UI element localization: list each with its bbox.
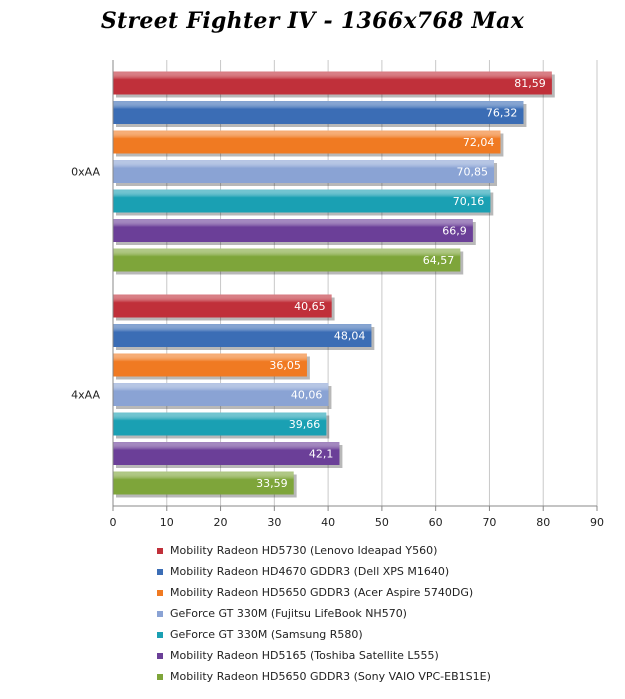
data-label: 66,9 bbox=[442, 225, 467, 238]
legend-swatch bbox=[157, 569, 163, 575]
bar-highlight bbox=[113, 101, 524, 124]
data-label: 39,66 bbox=[289, 418, 321, 431]
legend-swatch bbox=[157, 611, 163, 617]
data-label: 36,05 bbox=[269, 359, 301, 372]
data-label: 81,59 bbox=[514, 77, 546, 90]
x-tick-label: 10 bbox=[160, 516, 174, 529]
legend-swatch bbox=[157, 653, 163, 659]
legend-label: GeForce GT 330M (Samsung R580) bbox=[170, 628, 363, 641]
x-tick-label: 30 bbox=[267, 516, 281, 529]
data-label: 70,16 bbox=[453, 195, 485, 208]
bar-highlight bbox=[113, 130, 501, 154]
data-label: 76,32 bbox=[486, 107, 518, 120]
x-tick-label: 0 bbox=[110, 516, 117, 529]
bar-highlight bbox=[113, 442, 340, 465]
bar-highlight bbox=[113, 324, 372, 347]
bar-highlight bbox=[113, 189, 491, 213]
legend-label: Mobility Radeon HD4670 GDDR3 (Dell XPS M… bbox=[170, 565, 450, 578]
legend-swatch bbox=[157, 632, 163, 638]
bar-highlight bbox=[113, 412, 327, 436]
legend-label: Mobility Radeon HD5650 GDDR3 (Acer Aspir… bbox=[170, 586, 474, 599]
legend-swatch bbox=[157, 674, 163, 680]
x-tick-label: 80 bbox=[536, 516, 550, 529]
category-label: 4xAA bbox=[71, 389, 100, 402]
data-label: 64,57 bbox=[423, 254, 455, 267]
bar-highlight bbox=[113, 294, 332, 318]
legend-label: Mobility Radeon HD5650 GDDR3 (Sony VAIO … bbox=[170, 670, 491, 683]
bar-highlight bbox=[113, 248, 461, 272]
data-label: 42,1 bbox=[309, 448, 334, 461]
category-label: 0xAA bbox=[71, 166, 100, 179]
legend-swatch bbox=[157, 590, 163, 596]
legend-label: Mobility Radeon HD5165 (Toshiba Satellit… bbox=[170, 649, 439, 662]
data-label: 40,06 bbox=[291, 389, 323, 402]
data-label: 40,65 bbox=[294, 300, 326, 313]
x-tick-label: 90 bbox=[590, 516, 604, 529]
bar-highlight bbox=[113, 471, 294, 495]
legend-label: GeForce GT 330M (Fujitsu LifeBook NH570) bbox=[170, 607, 407, 620]
bar-highlight bbox=[113, 353, 307, 377]
x-tick-label: 40 bbox=[321, 516, 335, 529]
data-label: 33,59 bbox=[256, 477, 288, 490]
bar-highlight bbox=[113, 71, 552, 95]
data-label: 72,04 bbox=[463, 136, 495, 149]
data-label: 70,85 bbox=[457, 166, 489, 179]
bar-highlight bbox=[113, 219, 473, 242]
chart-title: Street Fighter IV - 1366x768 Max bbox=[100, 8, 525, 34]
legend-label: Mobility Radeon HD5730 (Lenovo Ideapad Y… bbox=[170, 544, 438, 557]
x-tick-label: 70 bbox=[482, 516, 496, 529]
bar-chart: 0xAA 81,59 76,32 72,04 70,85 70,16 66,9 64,57 4x… bbox=[71, 60, 604, 529]
legend-swatch bbox=[157, 548, 163, 554]
data-label: 48,04 bbox=[334, 330, 366, 343]
x-tick-label: 50 bbox=[375, 516, 389, 529]
x-tick-label: 60 bbox=[429, 516, 443, 529]
bar-highlight bbox=[113, 160, 495, 183]
x-tick-label: 20 bbox=[214, 516, 228, 529]
bar-highlight bbox=[113, 383, 329, 406]
